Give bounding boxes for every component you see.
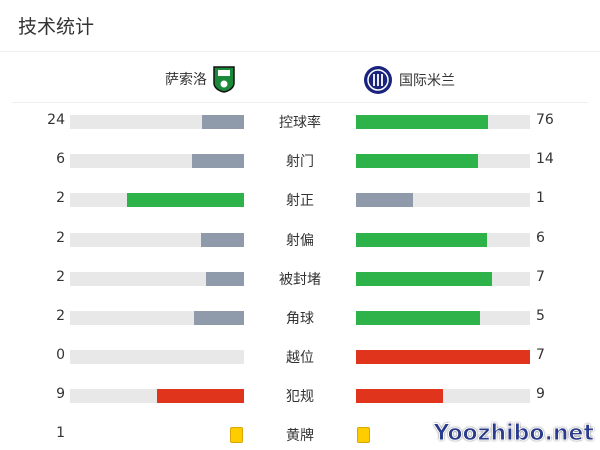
away-bar-fill xyxy=(356,350,530,365)
home-value: 9 xyxy=(56,386,65,403)
home-bar xyxy=(70,154,244,169)
away-bar-fill xyxy=(356,115,489,129)
away-bar xyxy=(356,271,530,286)
home-bar-fill xyxy=(202,115,244,129)
away-bar-fill xyxy=(356,154,478,169)
away-bar-fill xyxy=(356,232,487,247)
home-team-name: 萨索洛 xyxy=(165,72,207,88)
away-bar-fill xyxy=(356,271,492,286)
away-value: 6 xyxy=(536,229,545,246)
away-value: 76 xyxy=(536,112,554,128)
away-team-name: 国际米兰 xyxy=(399,73,455,89)
stat-label: 黄牌 xyxy=(286,428,314,444)
home-value: 2 xyxy=(56,268,65,285)
yellow-card-icon xyxy=(230,427,243,443)
home-bar-fill xyxy=(205,271,244,286)
stat-row: 24 控球率 76 xyxy=(0,112,600,131)
stat-row: 9 犯规 9 xyxy=(0,386,600,406)
stat-row: 0 越位 7 xyxy=(0,347,600,367)
away-value: 14 xyxy=(536,151,554,168)
stat-label: 射偏 xyxy=(286,232,314,249)
stat-label: 越位 xyxy=(286,350,314,367)
home-bar-fill xyxy=(157,389,244,404)
home-value: 2 xyxy=(56,190,65,207)
home-bar xyxy=(70,311,244,325)
away-value: 1 xyxy=(536,190,545,207)
home-team: 萨索洛 xyxy=(165,65,235,93)
page-title: 技术统计 xyxy=(18,16,95,38)
home-value: 2 xyxy=(56,229,65,246)
stat-row: 6 射门 14 xyxy=(0,151,600,171)
stat-label: 射门 xyxy=(286,154,314,171)
stat-label: 角球 xyxy=(286,311,314,327)
away-bar xyxy=(356,193,530,208)
home-bar xyxy=(70,193,244,208)
home-bar xyxy=(70,350,244,365)
home-value: 2 xyxy=(56,308,65,324)
home-bar-fill xyxy=(193,311,244,325)
stat-label: 犯规 xyxy=(286,389,314,406)
home-value: 6 xyxy=(56,151,65,168)
stat-row: 2 角球 5 xyxy=(0,308,600,327)
away-bar xyxy=(356,115,530,129)
stat-row-yellow-cards: 1 黄牌 xyxy=(0,425,600,444)
away-bar-fill xyxy=(356,311,480,325)
away-value: 7 xyxy=(536,268,545,285)
home-value: 24 xyxy=(47,112,65,128)
divider xyxy=(0,51,600,52)
home-bar-fill xyxy=(127,193,244,208)
away-bar-fill xyxy=(356,389,443,404)
divider xyxy=(12,102,588,103)
stat-row: 2 射偏 6 xyxy=(0,229,600,249)
home-bar xyxy=(70,271,244,286)
stat-label: 射正 xyxy=(286,193,314,210)
home-bar xyxy=(70,115,244,129)
inter-logo-icon xyxy=(364,66,392,94)
yellow-card-icon xyxy=(357,427,370,443)
away-value: 7 xyxy=(536,347,545,364)
home-bar-fill xyxy=(200,232,244,247)
away-bar-fill xyxy=(356,193,414,208)
away-team: 国际米兰 xyxy=(363,65,455,95)
stat-label: 被封堵 xyxy=(279,271,321,288)
home-bar xyxy=(70,232,244,247)
away-value: 5 xyxy=(536,308,545,324)
home-bar-fill xyxy=(191,154,244,169)
away-bar xyxy=(356,350,530,365)
home-value: 1 xyxy=(56,425,65,441)
watermark: Yoozhibo.net xyxy=(433,421,594,447)
stat-row: 2 射正 1 xyxy=(0,190,600,210)
home-bar xyxy=(70,389,244,404)
away-value: 9 xyxy=(536,386,545,403)
stat-label: 控球率 xyxy=(279,115,321,131)
stat-row: 2 被封堵 7 xyxy=(0,268,600,288)
away-bar xyxy=(356,389,530,404)
away-bar xyxy=(356,311,530,325)
sassuolo-logo-icon xyxy=(213,66,235,93)
home-value: 0 xyxy=(56,347,65,364)
away-bar xyxy=(356,232,530,247)
away-bar xyxy=(356,154,530,169)
